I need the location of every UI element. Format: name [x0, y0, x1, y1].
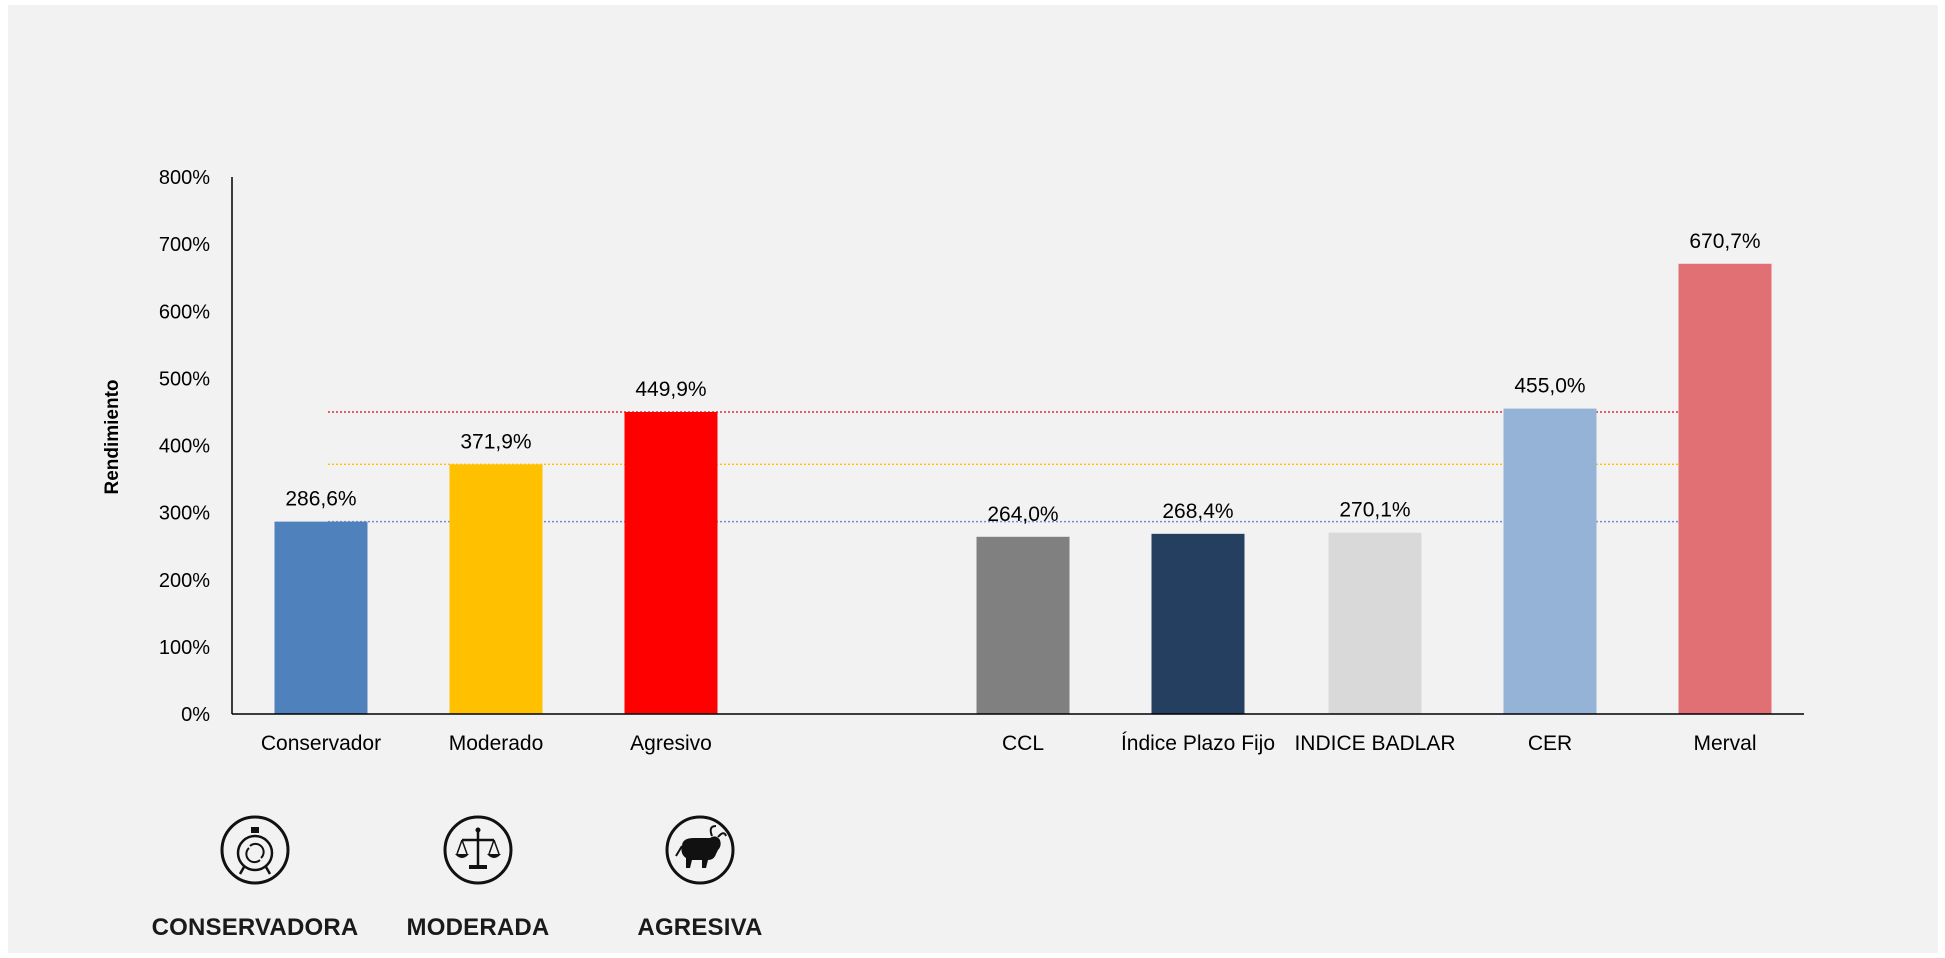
bar — [1151, 533, 1245, 714]
y-tick-label: 800% — [159, 167, 210, 189]
y-tick-label: 400% — [159, 436, 210, 458]
y-tick-label: 700% — [159, 234, 210, 256]
category-label: Merval — [1693, 732, 1756, 755]
data-label: 268,4% — [1162, 500, 1233, 523]
data-label: 371,9% — [460, 430, 531, 453]
bar — [976, 536, 1070, 714]
y-tick-label: 0% — [181, 704, 210, 726]
bull-icon — [665, 815, 735, 885]
category-label: INDICE BADLAR — [1294, 732, 1455, 755]
data-label: 449,9% — [635, 378, 706, 401]
data-label: 264,0% — [987, 503, 1058, 526]
category-label: Índice Plazo Fijo — [1121, 732, 1275, 755]
category-label: Conservador — [261, 732, 381, 755]
scales-icon — [443, 815, 513, 885]
stopwatch-icon — [220, 815, 290, 885]
profile-label-conservadora: CONSERVADORA — [152, 914, 359, 941]
bar — [1328, 532, 1422, 714]
y-tick-label: 600% — [159, 301, 210, 323]
category-labels: Conservador Moderado Agresivo CCL Índice Pla… — [261, 732, 1757, 755]
y-axis-ticks: 0% 100% 200% 300% 400% 500% 600% 700% 800% — [159, 167, 210, 726]
data-label: 270,1% — [1339, 499, 1410, 522]
category-label: CER — [1528, 732, 1572, 755]
data-label: 670,7% — [1689, 230, 1760, 253]
bar — [1678, 263, 1772, 714]
bars — [274, 263, 1772, 714]
chart-frame: 0% 100% 200% 300% 400% 500% 600% 700% 800% 286,6… — [8, 5, 1938, 953]
data-label: 455,0% — [1514, 375, 1585, 398]
profile-label-agresiva: AGRESIVA — [637, 914, 762, 941]
category-label: CCL — [1002, 732, 1044, 755]
category-label: Moderado — [449, 732, 544, 755]
bar-chart: 0% 100% 200% 300% 400% 500% 600% 700% 800% 286,6… — [102, 167, 1804, 941]
category-label: Agresivo — [630, 732, 712, 755]
reference-lines — [328, 411, 1731, 523]
data-labels: 286,6% 371,9% 449,9% 264,0% 268,4% 270,1% 455,… — [285, 230, 1760, 526]
profile-label-moderada: MODERADA — [407, 914, 550, 941]
y-axis-title: Rendimiento — [102, 379, 123, 494]
bar — [449, 464, 543, 714]
y-tick-label: 300% — [159, 503, 210, 525]
bar — [1503, 408, 1597, 714]
data-label: 286,6% — [285, 488, 356, 511]
y-tick-label: 200% — [159, 570, 210, 592]
bar — [274, 521, 368, 714]
y-tick-label: 100% — [159, 637, 210, 659]
bar — [624, 412, 718, 714]
y-tick-label: 500% — [159, 368, 210, 390]
